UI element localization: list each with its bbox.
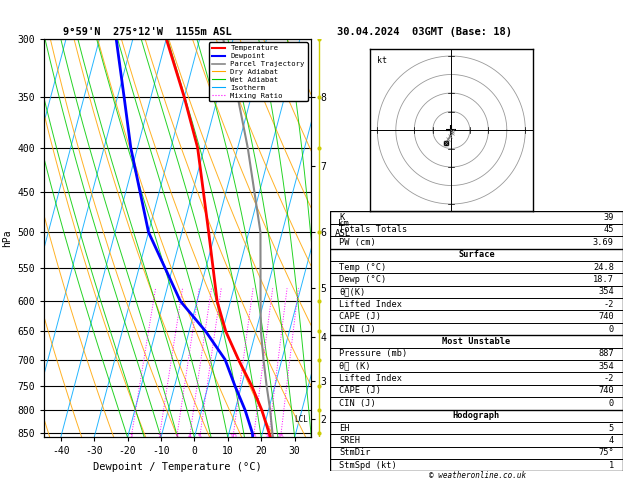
Text: 1: 1 [609,461,614,470]
Y-axis label: km
ASL: km ASL [335,219,351,238]
Text: SREH: SREH [339,436,360,445]
Text: 740: 740 [598,386,614,396]
Text: CAPE (J): CAPE (J) [339,386,381,396]
Text: 887: 887 [598,349,614,358]
Text: 354: 354 [598,287,614,296]
Text: 30.04.2024  03GMT (Base: 18): 30.04.2024 03GMT (Base: 18) [337,27,511,37]
Text: K: K [339,213,344,222]
Text: 25: 25 [277,434,284,439]
Text: 39: 39 [603,213,614,222]
Text: Totals Totals: Totals Totals [339,226,407,234]
Text: 9°59'N  275°12'W  1155m ASL: 9°59'N 275°12'W 1155m ASL [63,27,231,37]
Text: LCL: LCL [294,415,308,424]
Text: 24.8: 24.8 [593,262,614,272]
Text: 10: 10 [229,434,237,439]
Text: 0: 0 [609,399,614,408]
Text: 5: 5 [609,424,614,433]
Text: EH: EH [339,424,350,433]
Text: -2: -2 [603,300,614,309]
Text: 3: 3 [175,434,179,439]
Legend: Temperature, Dewpoint, Parcel Trajectory, Dry Adiabat, Wet Adiabat, Isotherm, Mi: Temperature, Dewpoint, Parcel Trajectory… [209,42,308,102]
Text: 0: 0 [609,325,614,333]
Text: PW (cm): PW (cm) [339,238,376,247]
Text: 2: 2 [157,434,161,439]
Text: Surface: Surface [458,250,495,259]
Text: 20: 20 [265,434,272,439]
Text: 354: 354 [598,362,614,371]
Text: Pressure (mb): Pressure (mb) [339,349,407,358]
Text: StmSpd (kt): StmSpd (kt) [339,461,397,470]
Text: CAPE (J): CAPE (J) [339,312,381,321]
Text: kt: kt [377,56,387,65]
Text: CIN (J): CIN (J) [339,399,376,408]
Text: StmDir: StmDir [339,449,370,457]
Text: 75°: 75° [598,449,614,457]
Text: 4: 4 [609,436,614,445]
Text: Dewp (°C): Dewp (°C) [339,275,386,284]
Text: Lifted Index: Lifted Index [339,300,402,309]
Y-axis label: hPa: hPa [2,229,12,247]
Text: 1: 1 [130,434,133,439]
Text: 15: 15 [250,434,257,439]
Text: 5: 5 [198,434,202,439]
Text: © weatheronline.co.uk: © weatheronline.co.uk [430,471,526,480]
Text: 45: 45 [603,226,614,234]
Text: Temp (°C): Temp (°C) [339,262,386,272]
Text: θᴇ(K): θᴇ(K) [339,287,365,296]
Text: Lifted Index: Lifted Index [339,374,402,383]
Text: 4: 4 [187,434,192,439]
Text: 3.69: 3.69 [593,238,614,247]
Text: CIN (J): CIN (J) [339,325,376,333]
Text: Most Unstable: Most Unstable [442,337,511,346]
Text: Hodograph: Hodograph [453,411,500,420]
Text: 18.7: 18.7 [593,275,614,284]
Text: θᴇ (K): θᴇ (K) [339,362,370,371]
Text: -2: -2 [603,374,614,383]
Text: 740: 740 [598,312,614,321]
X-axis label: Dewpoint / Temperature (°C): Dewpoint / Temperature (°C) [93,462,262,472]
